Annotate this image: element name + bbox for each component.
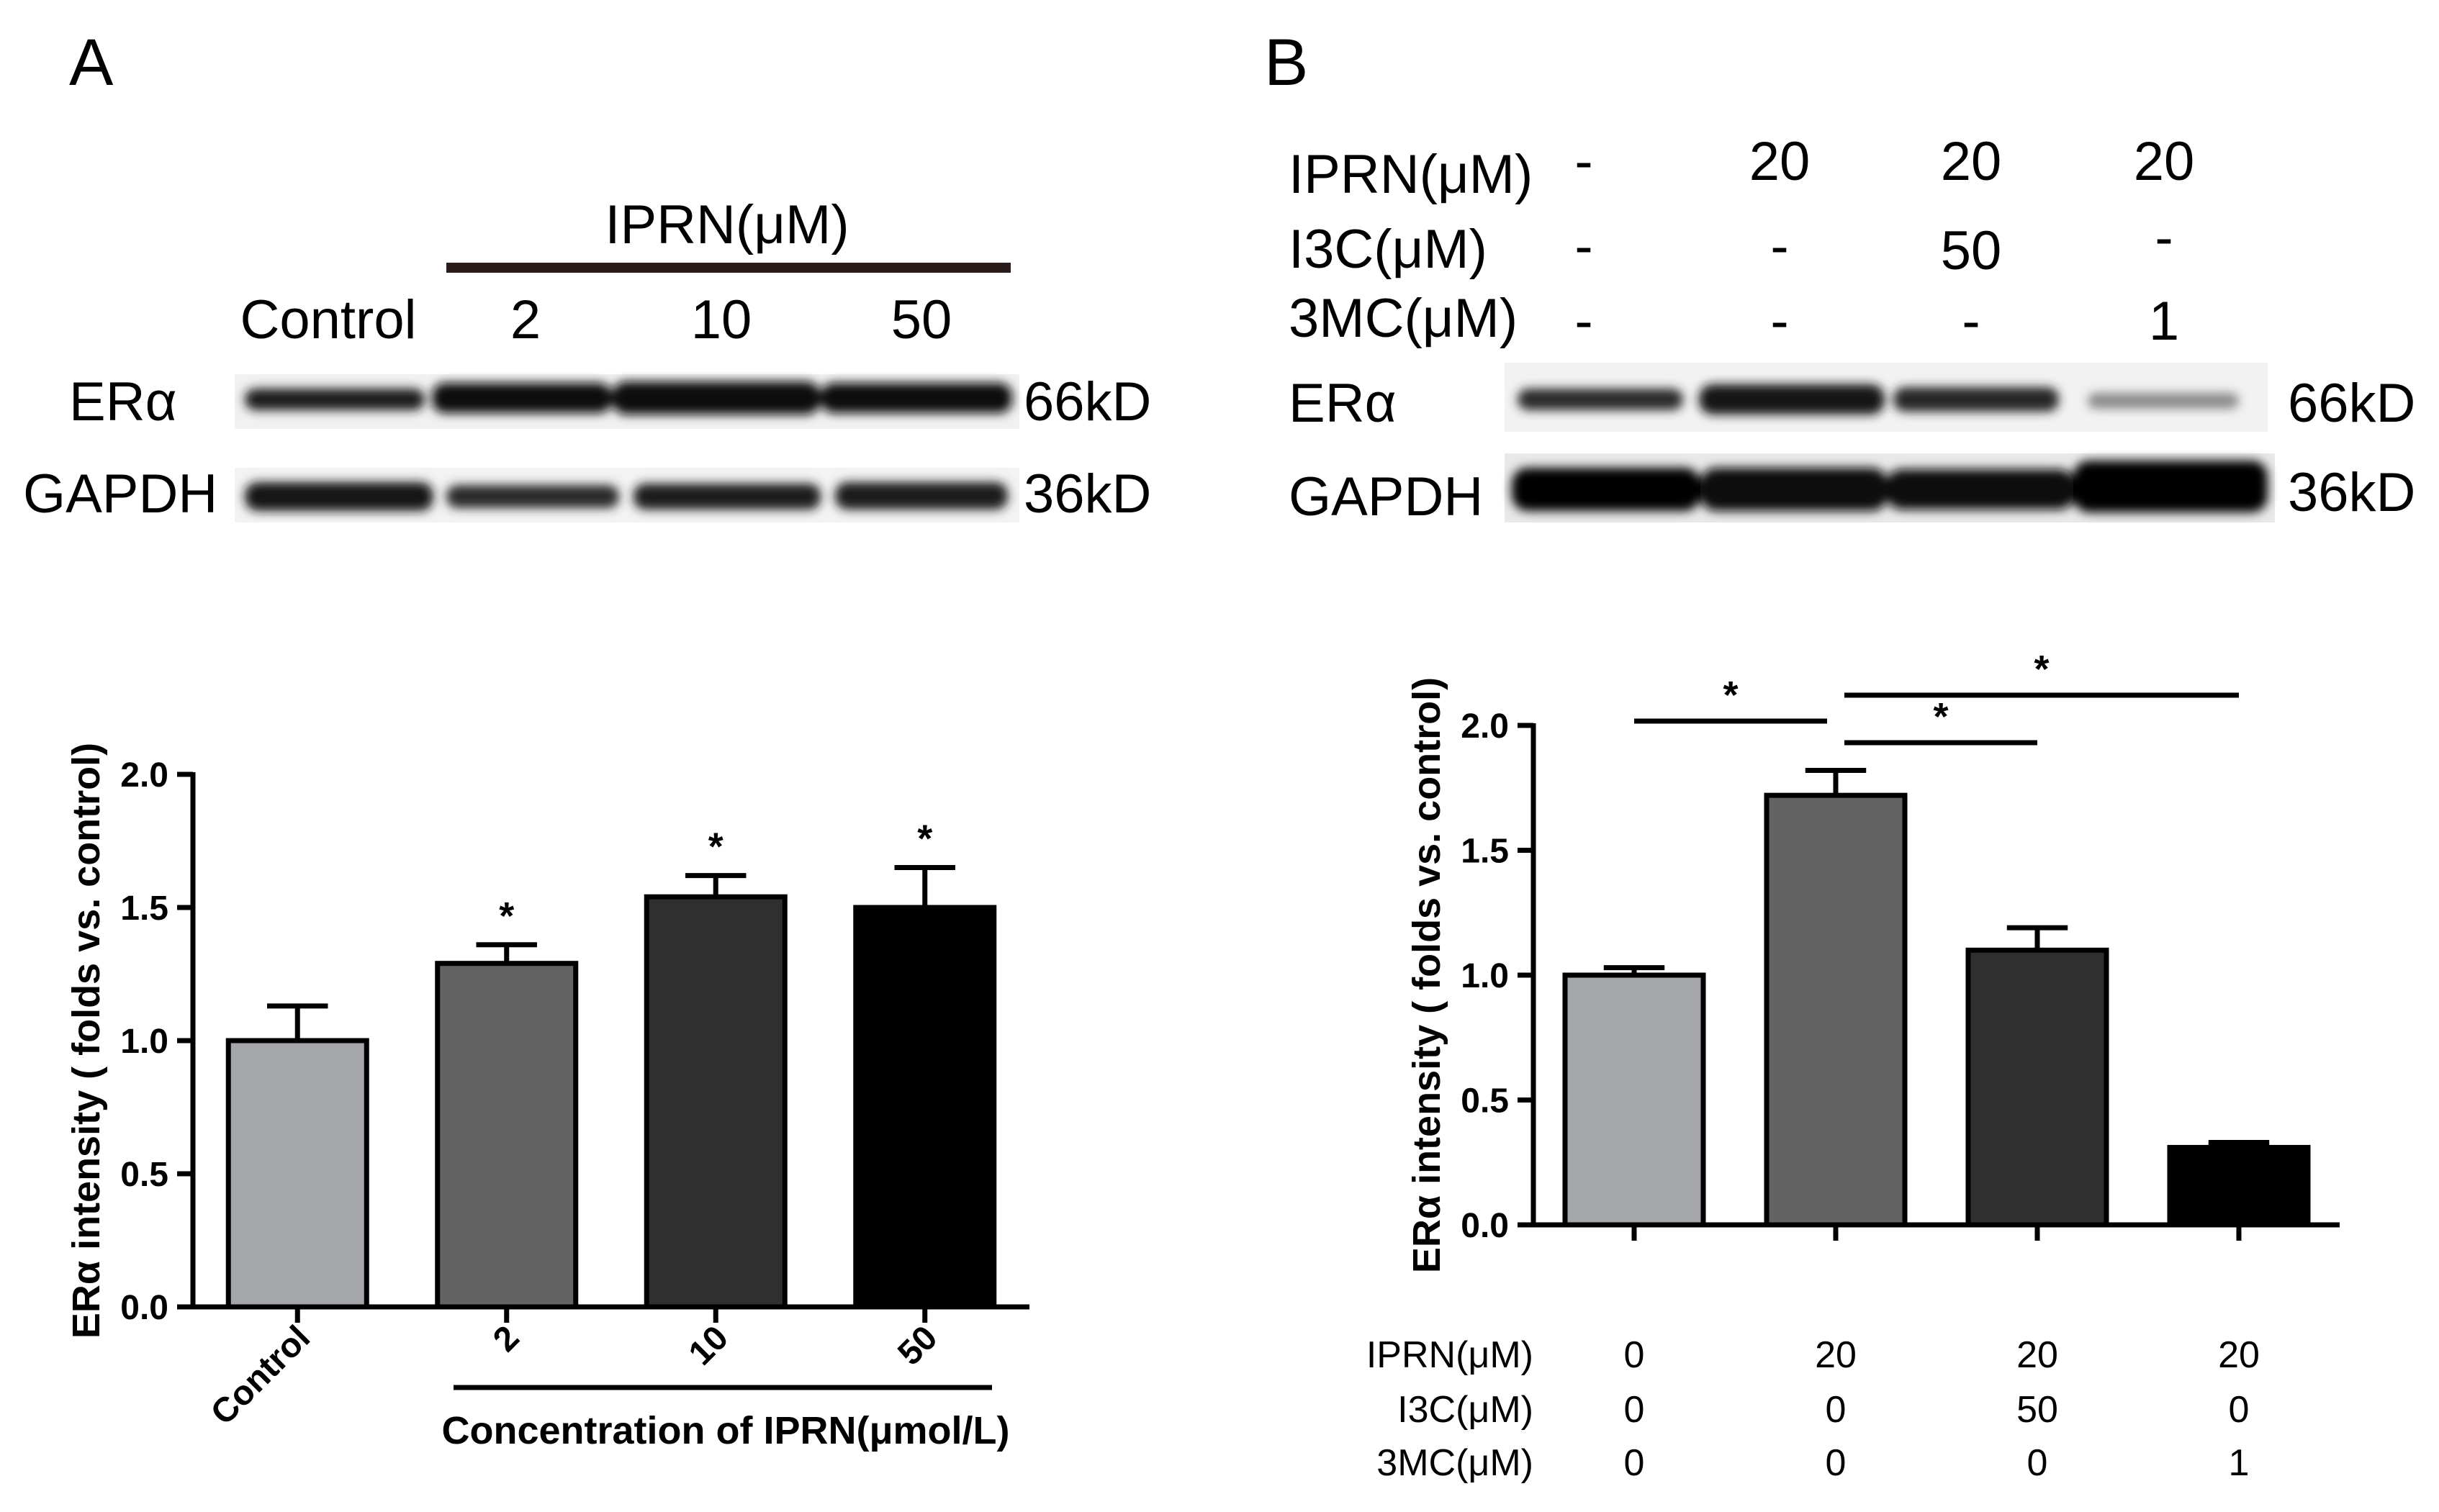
panel-b-condition-value: 50 (1941, 220, 2002, 281)
panel-b-condition-label: 3MC(μM) (1289, 288, 1518, 349)
panel-a-y-tick-label: 0.5 (120, 1156, 168, 1194)
panel-b-y-tick-label: 1.0 (1461, 957, 1509, 995)
panel-a-lane-label: 2 (510, 289, 541, 350)
panel-b-condition-row-label: I3C(μM) (1397, 1389, 1533, 1431)
panel-b-protein-size: 66kD (2288, 373, 2415, 434)
panel-b-condition-value: 20 (1941, 131, 2002, 192)
panel-a-x-tick-label: 2 (486, 1318, 526, 1359)
panel-b-condition-value: 1 (2149, 291, 2179, 352)
panel-a-protein-label: ERα (69, 371, 177, 433)
panel-a-lane-label: 10 (691, 289, 752, 350)
panel-b-condition-value: 20 (1749, 131, 1811, 192)
panel-b-condition-value-cell: 0 (2229, 1389, 2250, 1431)
panel-b-condition-label: I3C(μM) (1289, 219, 1487, 280)
panel-a-significance-star: * (917, 818, 932, 861)
panel-b-condition-value-cell: 20 (1815, 1334, 1857, 1376)
panel-b-protein-size: 36kD (2288, 462, 2415, 523)
panel-a-x-tick-label: 50 (891, 1318, 945, 1372)
panel-b-letter: B (1264, 26, 1308, 99)
panel-b-y-tick-label: 2.0 (1461, 707, 1509, 746)
panel-b-condition-value: - (1962, 291, 1980, 352)
panel-b-condition-value-cell: 20 (2016, 1334, 2058, 1376)
panel-a-y-axis-title: ERα intensity ( folds vs. control) (65, 743, 108, 1339)
panel-b-blot-era (1505, 363, 2268, 432)
panel-a-y-tick-label: 0.0 (120, 1289, 168, 1327)
panel-b-condition-value: - (1770, 291, 1788, 352)
panel-b-blot-gapdh (1505, 453, 2275, 522)
panel-a-letter: A (69, 26, 114, 99)
panel-a-x-tick-label: Control (204, 1318, 317, 1432)
panel-b-condition-value-cell: 20 (2218, 1334, 2260, 1376)
panel-b-bar (1764, 792, 1908, 1228)
panel-b-condition-label: IPRN(μM) (1289, 144, 1533, 205)
panel-b-condition-value-cell: 0 (1826, 1442, 1847, 1484)
panel-a-blot-gapdh (235, 468, 1019, 522)
panel-b-y-tick-label: 0.0 (1461, 1207, 1509, 1245)
panel-b-protein-label: ERα (1289, 373, 1397, 434)
panel-a-protein-size: 36kD (1024, 463, 1151, 525)
panel-b-bar (1562, 972, 1706, 1228)
panel-a-chart: 0.0 0.5 1.0 1.5 2.0 Control 2 10 50 * * * ERα inte… (65, 743, 1029, 1452)
panel-b-comparison-star: * (1723, 674, 1738, 717)
panel-b-comparison-star: * (1933, 695, 1948, 738)
panel-b-condition-value: - (1770, 216, 1788, 277)
panel-a-protein-label: GAPDH (23, 463, 217, 525)
panel-b-condition-value-cell: 0 (1624, 1389, 1645, 1431)
panel-a-significance-star: * (499, 895, 514, 938)
panel-b-comparison-star: * (2034, 648, 2049, 691)
panel-a-bar (853, 905, 997, 1310)
panel-b-condition-row-label: 3MC(μM) (1376, 1442, 1533, 1484)
panel-a-bar (225, 1038, 369, 1310)
panel-a-lane-label: 50 (891, 289, 952, 350)
panel-b-y-tick-label: 1.5 (1461, 833, 1509, 871)
panel-a-protein-size: 66kD (1024, 371, 1151, 433)
panel-a-lane-label: Control (240, 289, 417, 350)
panel-b-condition-value: - (1574, 131, 1592, 192)
panel-a-y-tick-label: 1.5 (120, 889, 168, 928)
panel-a-x-tick-label: 10 (682, 1318, 736, 1372)
panel-b-bar (1965, 947, 2109, 1228)
panel-b-blot-conditions: IPRN(μM) I3C(μM) 3MC(μM) - 20 20 20 - - … (1289, 131, 2194, 352)
panel-b-condition-value-cell: 1 (2229, 1442, 2250, 1484)
panel-b-chart: 0.0 0.5 1.0 1.5 2.0 * * * ERα intensity ( fold… (1366, 648, 2340, 1484)
panel-b-condition-value: - (1574, 216, 1592, 277)
panel-b-y-tick-label: 0.5 (1461, 1082, 1509, 1121)
panel-b-condition-value-cell: 0 (1624, 1442, 1645, 1484)
panel-b-condition-value: - (1574, 291, 1592, 352)
panel-a-treatment-label: IPRN(μM) (605, 194, 849, 255)
panel-a-y-tick-label: 1.0 (120, 1023, 168, 1061)
panel-a-significance-star: * (708, 825, 723, 869)
panel-b-protein-label: GAPDH (1289, 466, 1483, 528)
panel-a-y-tick-label: 2.0 (120, 756, 168, 795)
panel-a-bar (644, 894, 788, 1310)
panel-b-condition-value: 20 (2134, 131, 2195, 192)
panel-b-condition-value-cell: 50 (2016, 1389, 2058, 1431)
panel-a-x-axis-title: Concentration of IPRN(μmol/L) (442, 1409, 1010, 1452)
panel-b-y-axis-title: ERα intensity ( folds vs. control) (1405, 677, 1448, 1273)
panel-b-condition-value-cell: 0 (1826, 1389, 1847, 1431)
panel-b-condition-value: - (2155, 207, 2173, 268)
panel-b-condition-row-label: IPRN(μM) (1366, 1334, 1533, 1376)
panel-a-blot-era (235, 374, 1019, 429)
panel-b-condition-value-cell: 0 (1624, 1334, 1645, 1376)
panel-b-condition-value-cell: 0 (2027, 1442, 2048, 1484)
panel-a-bar (435, 961, 579, 1310)
panel-b-bar (2167, 1144, 2311, 1228)
